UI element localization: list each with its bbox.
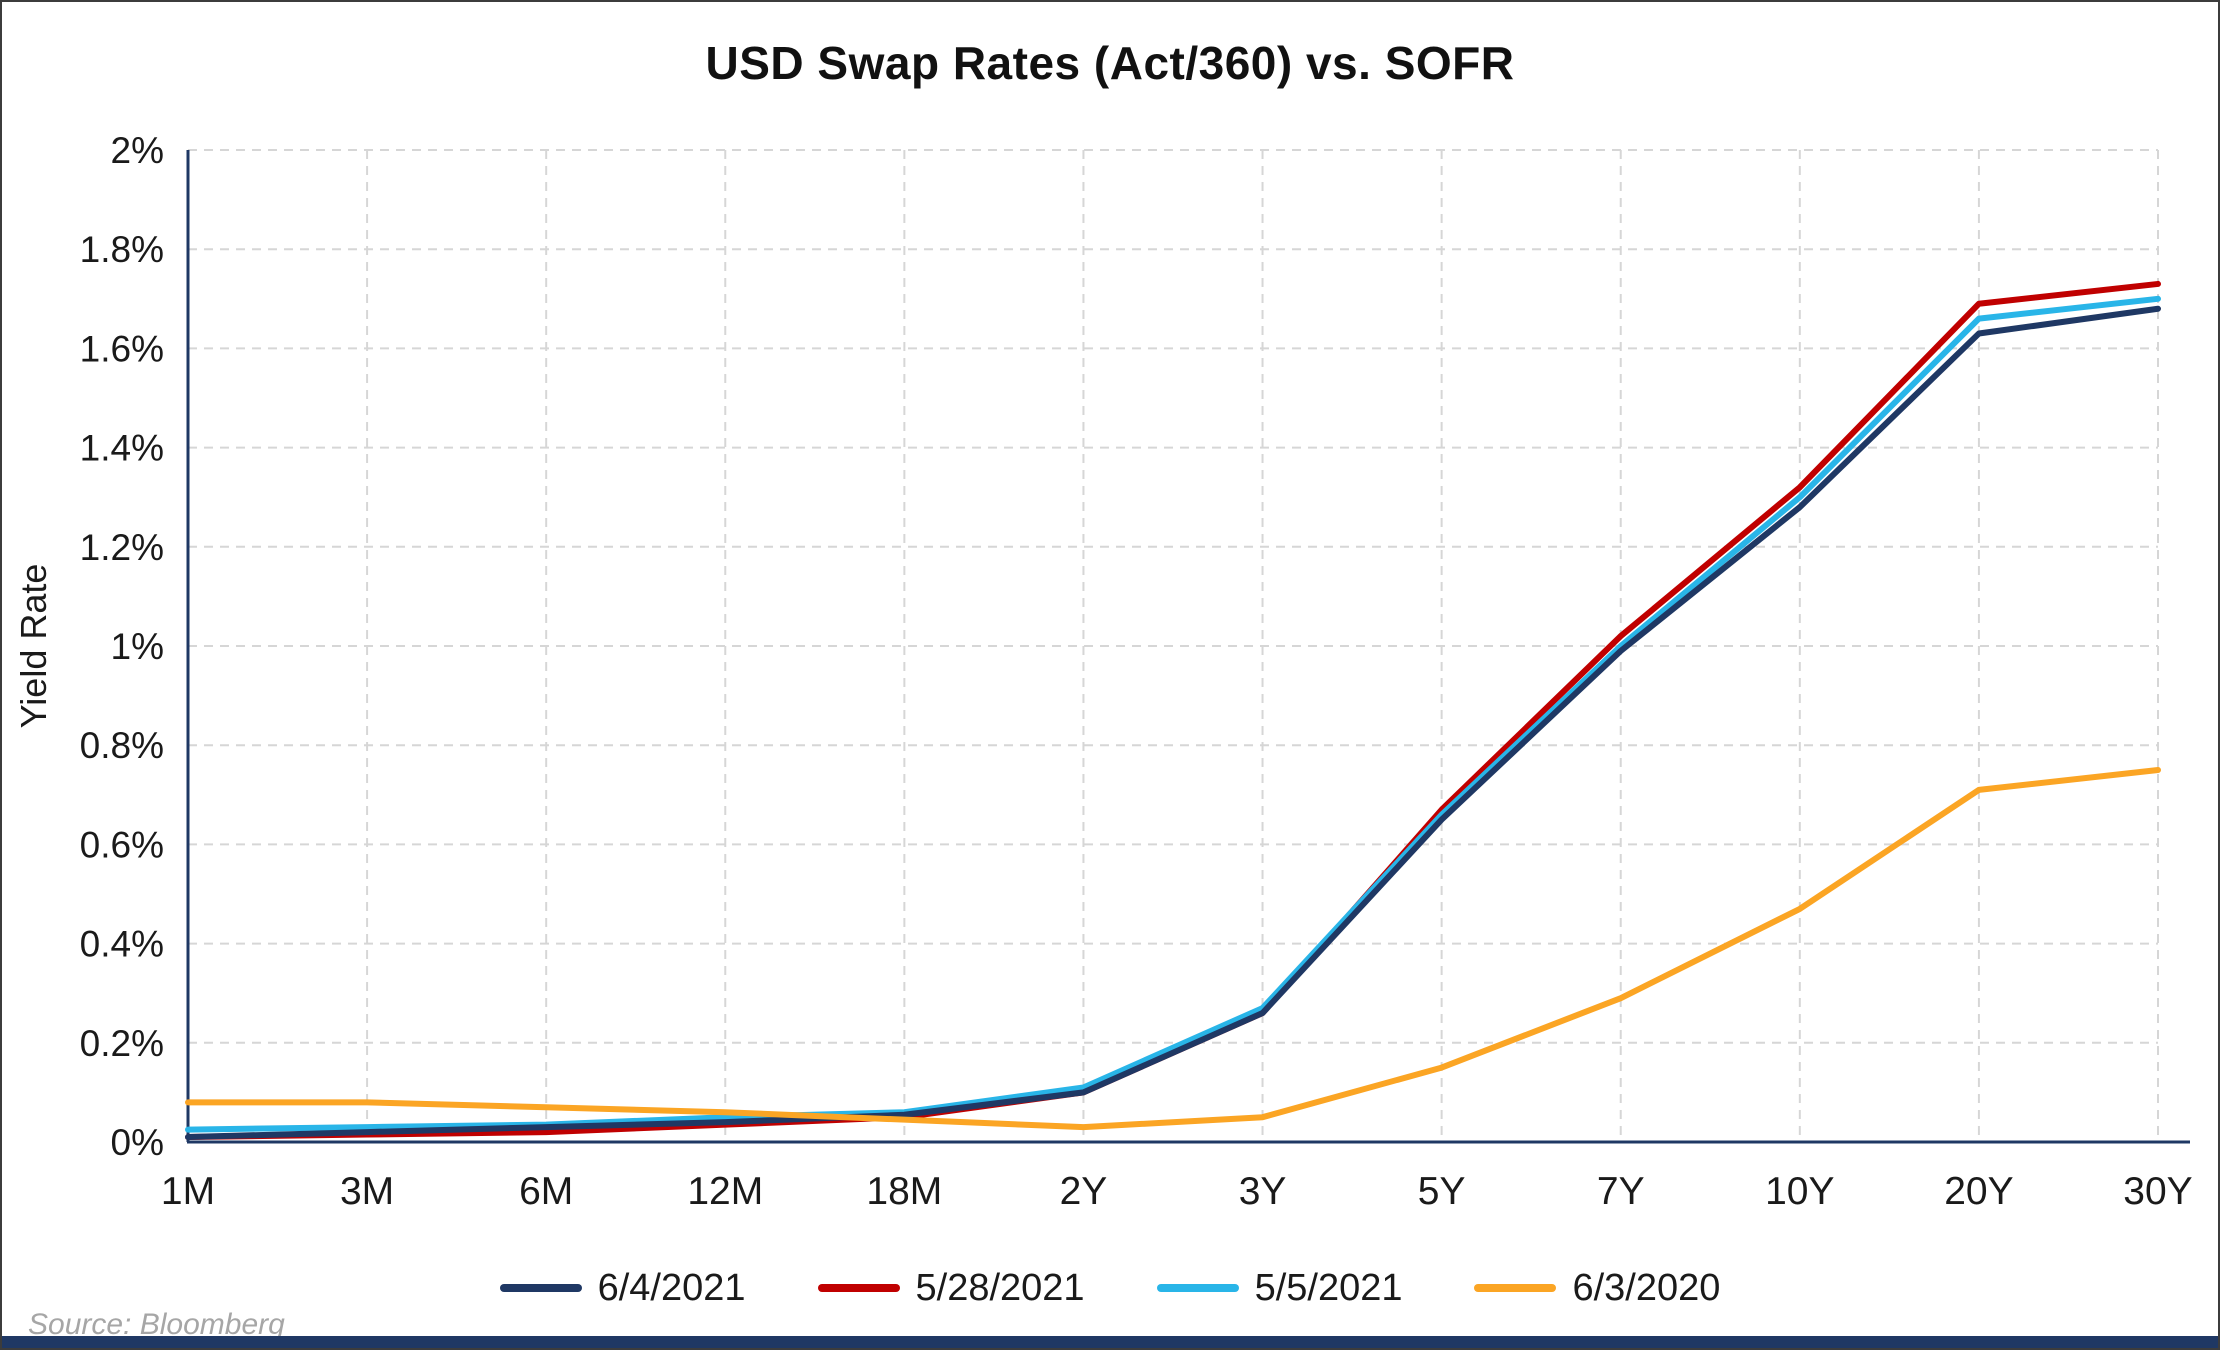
series-line-6/3/2020: [185, 767, 2161, 1131]
chart-title: USD Swap Rates (Act/360) vs. SOFR: [705, 37, 1515, 89]
legend-swatch: [499, 1284, 582, 1292]
x-tick-label: 30Y: [2123, 1170, 2192, 1213]
x-tick-label: 20Y: [1944, 1170, 2013, 1213]
y-tick-label: 0.6%: [80, 824, 164, 865]
y-tick-label: 1.4%: [80, 428, 164, 469]
x-tick-label: 12M: [687, 1170, 763, 1213]
legend-label: 5/5/2021: [1254, 1266, 1403, 1309]
y-tick-label: 1.6%: [80, 328, 164, 369]
legend-label: 6/3/2020: [1572, 1266, 1721, 1309]
legend-item: 6/4/2021: [499, 1266, 746, 1310]
y-tick-label: 1%: [111, 626, 164, 667]
legend-swatch: [1474, 1284, 1557, 1292]
y-axis-title: Yield Rate: [13, 564, 54, 729]
source-note: Source: Bloomberg: [28, 1308, 285, 1341]
x-tick-label: 10Y: [1765, 1170, 1834, 1213]
x-tick-label: 2Y: [1060, 1170, 1108, 1213]
x-tick-label: 1M: [161, 1170, 215, 1213]
x-tick-label: 5Y: [1418, 1170, 1466, 1213]
plot-area: 0% 0.2% 0.4% 0.6% 0.8% 1% 1.2% 1.4% 1.6% 1.8% 2% 1M…: [13, 130, 2193, 1213]
y-tick-label: 0.4%: [80, 924, 164, 965]
legend-item: 6/3/2020: [1474, 1267, 1720, 1310]
legend-item: 5/28/2021: [817, 1266, 1085, 1310]
footer-bar: [2, 1336, 2218, 1348]
x-tick-label: 18M: [866, 1170, 942, 1213]
y-tick-label: 0.2%: [80, 1023, 164, 1064]
legend: 6/4/2021 5/28/2021 5/5/2021 6/3/2020: [2, 1260, 2218, 1316]
y-tick-label: 0%: [111, 1122, 164, 1163]
y-tick-label: 1.2%: [80, 527, 164, 568]
legend-label: 5/28/2021: [915, 1266, 1085, 1309]
y-tick-label: 1.8%: [80, 229, 164, 270]
x-tick-label: 3Y: [1239, 1170, 1287, 1213]
legend-swatch: [817, 1284, 900, 1292]
x-tick-label: 3M: [340, 1170, 394, 1213]
series-line-6/4/2021: [185, 305, 2161, 1141]
x-tick-label: 7Y: [1597, 1170, 1645, 1213]
legend-item: 5/5/2021: [1156, 1266, 1403, 1310]
legend-swatch: [1156, 1284, 1239, 1292]
legend-label: 6/4/2021: [597, 1266, 746, 1309]
y-tick-label: 0.8%: [80, 725, 164, 766]
x-tick-label: 6M: [519, 1170, 573, 1213]
y-tick-label: 2%: [111, 130, 164, 171]
series-line-5/28/2021: [185, 280, 2161, 1141]
